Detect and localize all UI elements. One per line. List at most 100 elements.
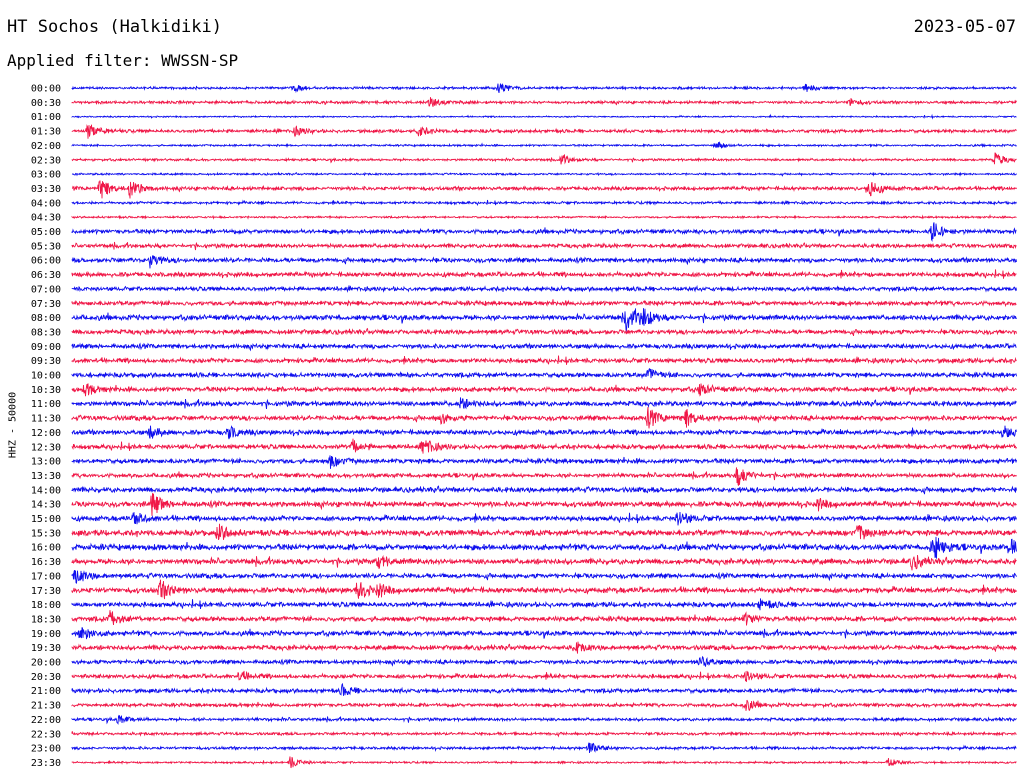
time-tick-label: 18:30 [31,614,61,625]
seismic-trace-0230 [71,152,1017,165]
seismic-trace-1600 [71,536,1017,559]
time-tick-label: 13:30 [31,471,61,482]
seismic-trace-0000 [71,83,1017,94]
time-tick-label: 06:30 [31,270,61,281]
seismic-trace-1000 [71,368,1017,380]
time-tick-label: 06:00 [31,256,61,267]
seismic-trace-1630 [71,554,1017,571]
time-tick-label: 08:30 [31,327,61,338]
time-tick-label: 11:00 [31,399,61,410]
seismic-trace-1400 [71,485,1017,495]
time-tick-label: 22:30 [31,729,61,740]
seismic-trace-2200 [71,714,1017,725]
time-tick-label: 03:30 [31,184,61,195]
seismic-trace-0200 [71,141,1017,149]
seismic-trace-0500 [71,222,1017,242]
seismic-trace-2000 [71,655,1017,667]
seismic-trace-0300 [71,171,1017,177]
time-tick-label: 03:00 [31,170,61,181]
time-tick-label: 10:00 [31,371,61,382]
seismic-trace-1030 [71,383,1017,397]
time-tick-label: 07:30 [31,299,61,310]
time-tick-label: 15:00 [31,514,61,525]
time-tick-label: 14:00 [31,485,61,496]
time-tick-label: 16:30 [31,557,61,568]
time-tick-label: 23:00 [31,744,61,755]
seismic-trace-0730 [71,299,1017,308]
time-tick-label: 02:00 [31,141,61,152]
time-tick-label: 09:00 [31,342,61,353]
time-tick-label: 13:00 [31,457,61,468]
time-tick-labels: 00:00 00:30 01:00 01:30 02:00 02:30 03:00 03:30… [31,84,61,769]
time-tick-label: 00:00 [31,84,61,95]
seismic-trace-1900 [71,627,1017,640]
time-tick-label: 19:00 [31,629,61,640]
seismic-trace-0130 [71,124,1017,139]
seismic-trace-0800 [71,308,1017,332]
time-tick-label: 04:30 [31,213,61,224]
time-tick-label: 20:30 [31,672,61,683]
seismic-trace-0900 [71,342,1017,352]
seismic-trace-1230 [71,438,1017,454]
trace-group [71,83,1017,769]
station-title: HT Sochos (Halkidiki) [7,17,222,37]
filter-label: Applied filter: WWSSN-SP [7,51,239,70]
seismic-trace-2100 [71,682,1017,696]
record-date: 2023-05-07 [913,17,1016,37]
time-tick-label: 18:00 [31,600,61,611]
seismic-trace-1700 [71,569,1017,584]
time-tick-label: 20:00 [31,658,61,669]
time-tick-label: 04:00 [31,198,61,209]
time-tick-label: 12:30 [31,442,61,453]
seismic-trace-2230 [71,730,1017,738]
seismic-trace-1100 [71,397,1017,410]
time-tick-label: 23:30 [31,758,61,769]
time-tick-label: 15:30 [31,528,61,539]
time-tick-label: 11:30 [31,414,61,425]
seismic-trace-1430 [71,493,1017,516]
seismic-trace-1330 [71,467,1017,486]
time-tick-label: 05:00 [31,227,61,238]
seismic-trace-1930 [71,641,1017,654]
time-tick-label: 08:00 [31,313,61,324]
seismic-trace-1200 [71,425,1017,440]
seismic-trace-1830 [71,610,1017,626]
seismic-trace-0430 [71,214,1017,220]
time-tick-label: 10:30 [31,385,61,396]
seismic-trace-2330 [71,756,1017,769]
seismic-trace-2130 [71,699,1017,711]
seismic-trace-0630 [71,269,1017,279]
time-tick-label: 05:30 [31,241,61,252]
seismic-trace-1800 [71,598,1017,611]
time-tick-label: 17:30 [31,586,61,597]
time-tick-label: 22:00 [31,715,61,726]
seismic-trace-2300 [71,742,1017,754]
time-tick-label: 07:00 [31,284,61,295]
seismic-trace-0030 [71,97,1017,107]
time-tick-label: 09:30 [31,356,61,367]
seismic-trace-0600 [71,255,1017,269]
time-tick-label: 00:30 [31,98,61,109]
seismic-trace-1130 [71,407,1017,429]
time-tick-label: 21:00 [31,686,61,697]
time-tick-label: 17:00 [31,571,61,582]
time-tick-label: 02:30 [31,155,61,166]
time-tick-label: 01:30 [31,127,61,138]
seismic-trace-0100 [71,113,1017,120]
time-tick-label: 01:00 [31,112,61,123]
time-tick-label: 21:30 [31,701,61,712]
time-tick-label: 12:00 [31,428,61,439]
seismic-trace-1530 [71,523,1017,541]
seismic-trace-1300 [71,455,1017,469]
seismic-trace-1500 [71,511,1017,526]
seismic-trace-0400 [71,199,1017,207]
seismic-trace-0330 [71,180,1017,199]
seismic-trace-0830 [71,327,1017,337]
seismic-trace-1730 [71,579,1017,600]
time-tick-label: 19:30 [31,643,61,654]
seismic-trace-0700 [71,284,1017,293]
seismic-trace-2030 [71,670,1017,682]
seismic-trace-0930 [71,355,1017,365]
time-tick-label: 14:30 [31,500,61,511]
